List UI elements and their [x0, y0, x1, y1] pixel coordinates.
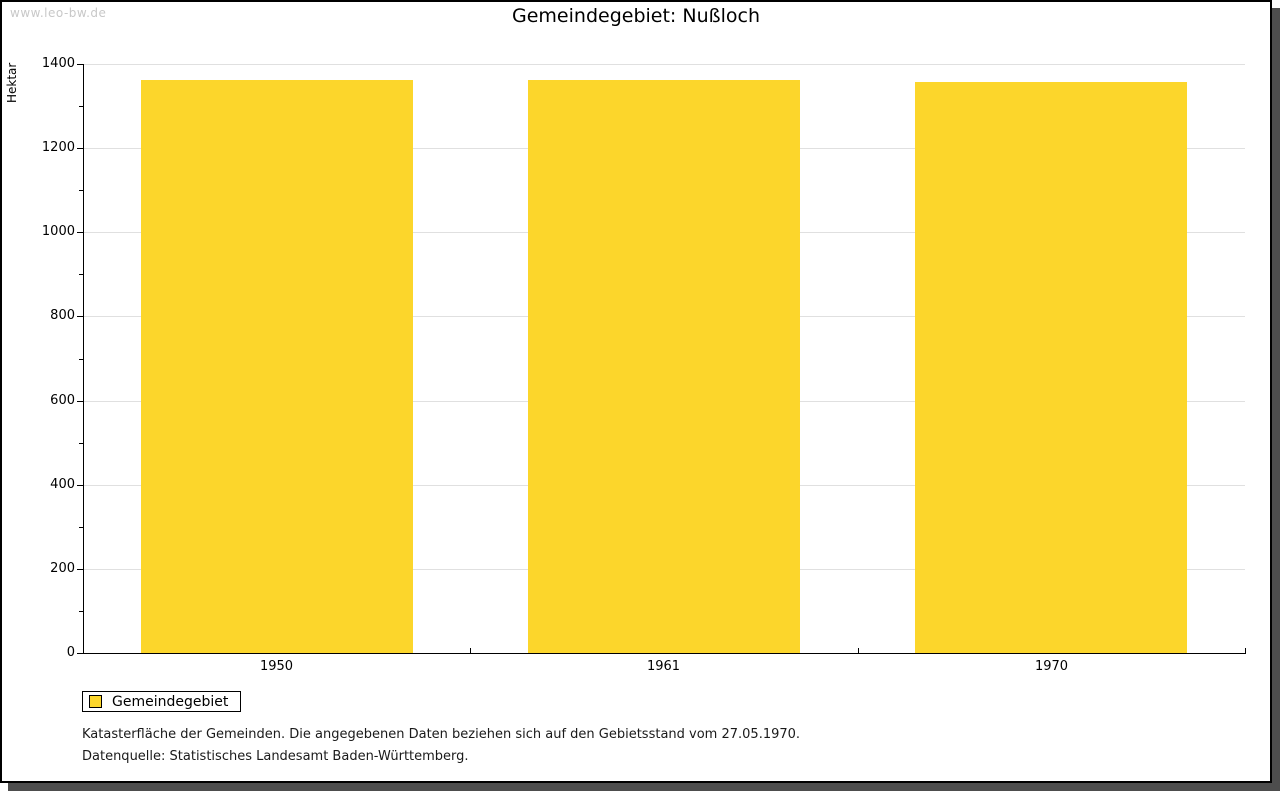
y-axis-title: Hektar [5, 62, 19, 104]
legend-label: Gemeindegebiet [112, 693, 229, 710]
y-tick-minor [79, 442, 83, 444]
y-tick-minor [79, 526, 83, 528]
y-tick-label: 800 [50, 308, 75, 324]
gridline [84, 64, 1245, 65]
y-tick-label: 0 [66, 645, 75, 660]
bar-1961 [528, 80, 800, 653]
y-tick-minor [79, 190, 83, 192]
y-tick-label: 600 [50, 392, 75, 408]
footnote-source-note: Katasterfläche der Gemeinden. Die angege… [82, 727, 801, 742]
y-tick-label: 1200 [41, 140, 75, 156]
watermark: www.leo-bw.de [10, 6, 107, 20]
y-tick-major [77, 316, 83, 318]
footnote-datasource: Datenquelle: Statistisches Landesamt Bad… [82, 749, 469, 764]
y-tick-label: 1400 [41, 56, 75, 71]
y-axis-line [83, 64, 84, 654]
chart-title: Gemeindegebiet: Nußloch [512, 5, 760, 27]
legend: Gemeindegebiet [82, 691, 242, 712]
x-boundary-tick [470, 648, 471, 653]
y-tick-major [77, 568, 83, 570]
x-category-label: 1961 [646, 659, 681, 674]
y-tick-label: 400 [50, 476, 75, 492]
y-tick-major [77, 400, 83, 402]
y-tick-minor [79, 610, 83, 612]
y-tick-major [77, 484, 83, 486]
x-category-label: 1970 [1034, 659, 1069, 674]
bar-1970 [915, 82, 1187, 653]
y-tick-minor [79, 106, 83, 108]
y-tick-minor [79, 358, 83, 360]
legend-swatch [89, 695, 102, 708]
x-axis-line [83, 653, 1246, 654]
y-tick-label: 200 [50, 560, 75, 576]
y-tick-major [77, 148, 83, 150]
x-boundary-tick [1245, 648, 1246, 653]
y-tick-label: 1000 [41, 224, 75, 240]
y-tick-major [77, 653, 83, 654]
y-tick-major [77, 64, 83, 65]
x-category-label: 1950 [259, 659, 294, 674]
y-tick-minor [79, 274, 83, 276]
y-tick-major [77, 232, 83, 234]
x-boundary-tick [858, 648, 859, 653]
bar-1950 [141, 80, 413, 653]
